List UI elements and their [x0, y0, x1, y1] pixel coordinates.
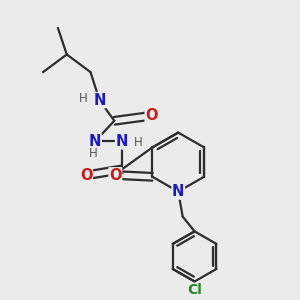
- Text: H: H: [134, 136, 142, 149]
- Text: H: H: [79, 92, 88, 105]
- Text: N: N: [89, 134, 101, 149]
- Text: N: N: [116, 134, 128, 149]
- Text: N: N: [172, 184, 184, 199]
- Text: N: N: [93, 93, 106, 108]
- Text: O: O: [80, 168, 92, 183]
- Text: O: O: [109, 168, 122, 183]
- Text: O: O: [145, 108, 158, 123]
- Text: Cl: Cl: [187, 283, 202, 297]
- Text: H: H: [89, 147, 98, 160]
